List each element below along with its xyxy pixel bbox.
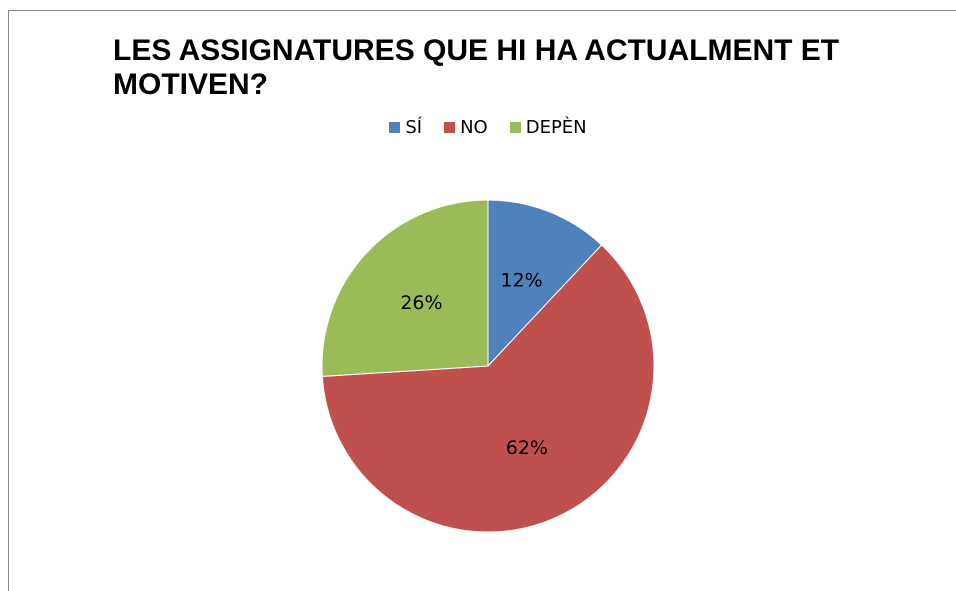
data-label: 12% [500,270,542,292]
pie-slice [321,199,489,377]
chart-title: LES ASSIGNATURES QUE HI HA ACTUALMENT ET… [113,34,840,101]
chart-frame [8,10,956,591]
legend-swatch [444,122,456,133]
page: LES ASSIGNATURES QUE HI HA ACTUALMENT ET… [0,10,956,591]
legend: SÍ NO DEPÈN [0,117,956,138]
legend-item: DEPÈN [509,117,587,138]
legend-swatch [509,122,521,133]
pie-slice [321,244,655,533]
chart: 12% 62% 26% [321,199,655,533]
legend-label: NO [460,117,488,138]
legend-item: NO [444,117,488,138]
pie-slice [487,199,603,368]
legend-swatch [389,122,401,133]
legend-label: DEPÈN [525,117,587,138]
data-label: 26% [400,292,442,314]
legend-label: SÍ [405,117,423,138]
data-label: 62% [506,437,548,459]
legend-item: SÍ [389,117,422,138]
